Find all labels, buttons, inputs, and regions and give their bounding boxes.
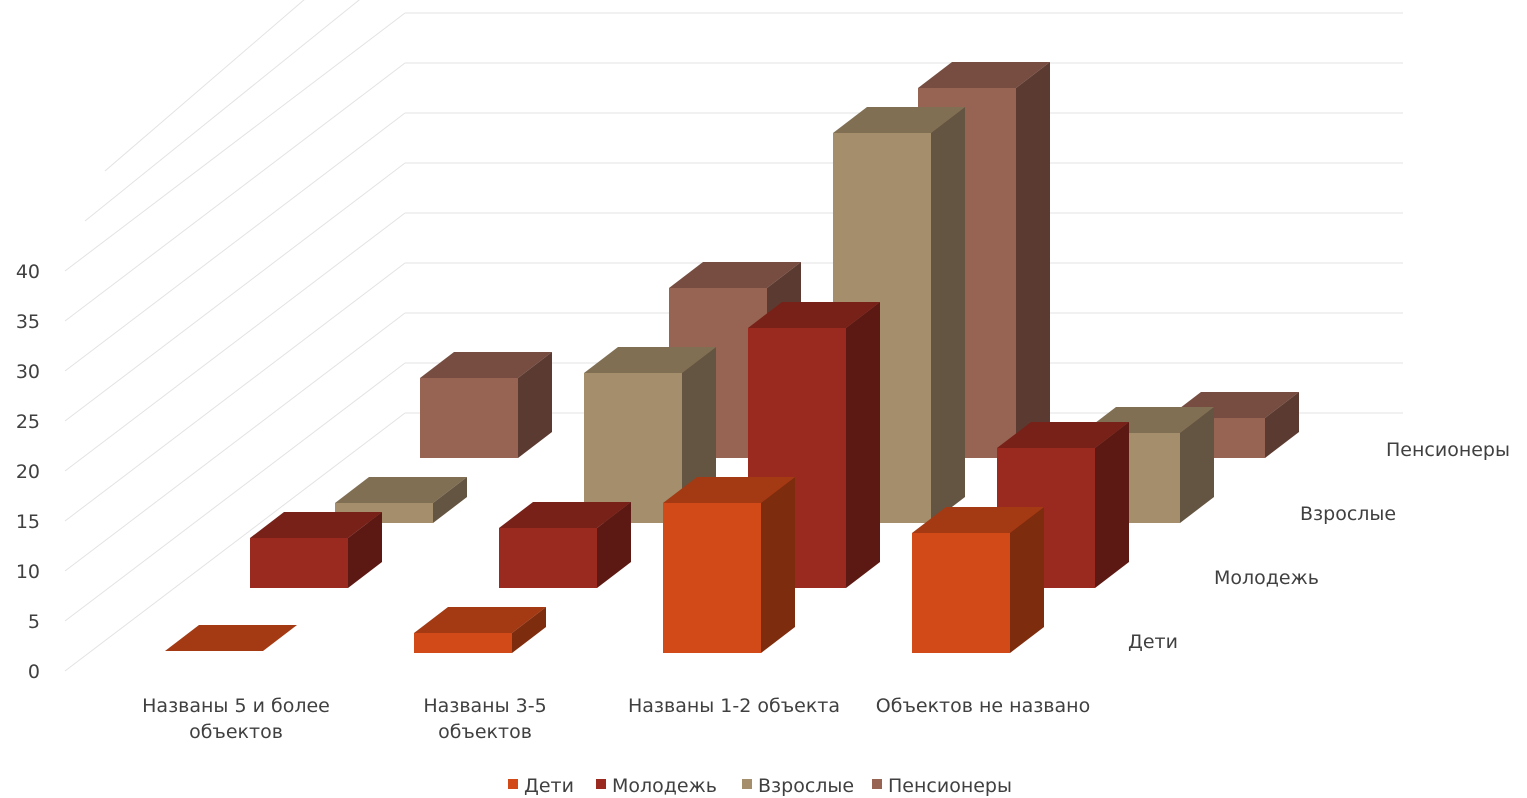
y-tick-label: 10 <box>16 561 40 583</box>
x-category-label: Названы 5 и более объектов <box>142 695 330 743</box>
gridline <box>64 312 406 572</box>
bar-side-face <box>1180 407 1214 523</box>
bar-front-face <box>414 633 512 653</box>
series-axis-label: Дети <box>1128 631 1178 653</box>
gridline <box>84 0 360 222</box>
bar-top-face <box>335 477 467 503</box>
gridline <box>64 262 406 522</box>
legend-swatch <box>596 779 606 789</box>
bar-side-face <box>761 477 795 653</box>
depth-axis-series-labels: Дети Молодежь Взрослые Пенсионеры <box>1128 439 1510 653</box>
bar-top-face <box>669 262 801 288</box>
legend-swatch <box>742 779 752 789</box>
bar-top-face <box>663 477 795 503</box>
bar-side-face <box>1265 392 1299 458</box>
bar-top-face <box>748 302 880 328</box>
x-axis-category-labels: Названы 5 и более объектов Названы 3-5 объе… <box>142 695 1090 743</box>
bar <box>663 477 795 653</box>
gridline <box>64 12 406 272</box>
bar-front-face <box>420 378 518 458</box>
bars <box>165 62 1299 653</box>
bar-top-face <box>414 607 546 633</box>
bar-top-face <box>250 512 382 538</box>
legend-item: Молодежь <box>596 775 717 797</box>
legend-swatch <box>508 779 518 789</box>
bar-side-face <box>1016 62 1050 458</box>
bar-top-face <box>420 352 552 378</box>
gridline <box>64 112 406 372</box>
series-axis-label: Пенсионеры <box>1386 439 1510 461</box>
bar <box>912 507 1044 653</box>
bar-front-face <box>250 538 348 588</box>
bar-side-face <box>518 352 552 458</box>
bar-top-face <box>997 422 1129 448</box>
legend-item: Дети <box>508 775 574 797</box>
legend-label: Пенсионеры <box>888 775 1012 797</box>
bar-top-face <box>584 347 716 373</box>
bar <box>335 477 467 523</box>
legend-swatch <box>872 779 882 789</box>
bar-side-face <box>1095 422 1129 588</box>
bar <box>414 607 546 653</box>
legend-label: Взрослые <box>758 775 854 797</box>
legend-label: Молодежь <box>612 775 717 797</box>
gridline <box>64 62 406 322</box>
y-tick-label: 25 <box>16 411 40 433</box>
y-tick-label: 40 <box>16 261 40 283</box>
x-category-label: Названы 1-2 объекта <box>628 695 840 717</box>
y-tick-label: 35 <box>16 311 40 333</box>
bar-top-face <box>918 62 1050 88</box>
bar-side-face <box>433 477 467 523</box>
gridline <box>64 212 406 472</box>
bar-side-face <box>597 502 631 588</box>
legend-item: Пенсионеры <box>872 775 1012 797</box>
bar-side-face <box>846 302 880 588</box>
x-category-label: Объектов не названо <box>876 695 1090 717</box>
bar <box>420 352 552 458</box>
gridline <box>64 162 406 422</box>
y-tick-label: 15 <box>16 511 40 533</box>
bar-top-face <box>833 107 965 133</box>
gridline <box>104 0 305 172</box>
y-tick-label: 30 <box>16 361 40 383</box>
bar-front-face <box>584 373 682 523</box>
x-category-label: Названы 3-5 объектов <box>423 695 546 743</box>
bar-side-face <box>931 107 965 523</box>
y-tick-label: 20 <box>16 461 40 483</box>
legend-label: Дети <box>524 775 574 797</box>
bar-side-face <box>512 607 546 653</box>
y-tick-label: 5 <box>28 611 40 633</box>
bar-top-face <box>912 507 1044 533</box>
bar-top-face <box>499 502 631 528</box>
y-axis-ticks: 0 5 10 15 20 25 30 35 40 <box>16 261 40 683</box>
gridline <box>64 362 406 622</box>
legend: Дети Молодежь Взрослые Пенсионеры <box>508 775 1012 797</box>
gridline <box>64 412 406 672</box>
y-tick-label: 0 <box>28 661 40 683</box>
bar-side-face <box>348 512 382 588</box>
bar-side-face <box>1010 507 1044 653</box>
bar-front-face <box>663 503 761 653</box>
series-axis-label: Взрослые <box>1300 503 1396 525</box>
series-axis-label: Молодежь <box>1214 567 1319 589</box>
legend-item: Взрослые <box>742 775 854 797</box>
bar-front-face <box>499 528 597 588</box>
bar <box>165 625 297 651</box>
bar-front-face <box>912 533 1010 653</box>
bar <box>250 512 382 588</box>
bar <box>833 107 965 523</box>
bar <box>584 347 716 523</box>
bar <box>499 502 631 588</box>
bar-top-face <box>165 625 297 651</box>
